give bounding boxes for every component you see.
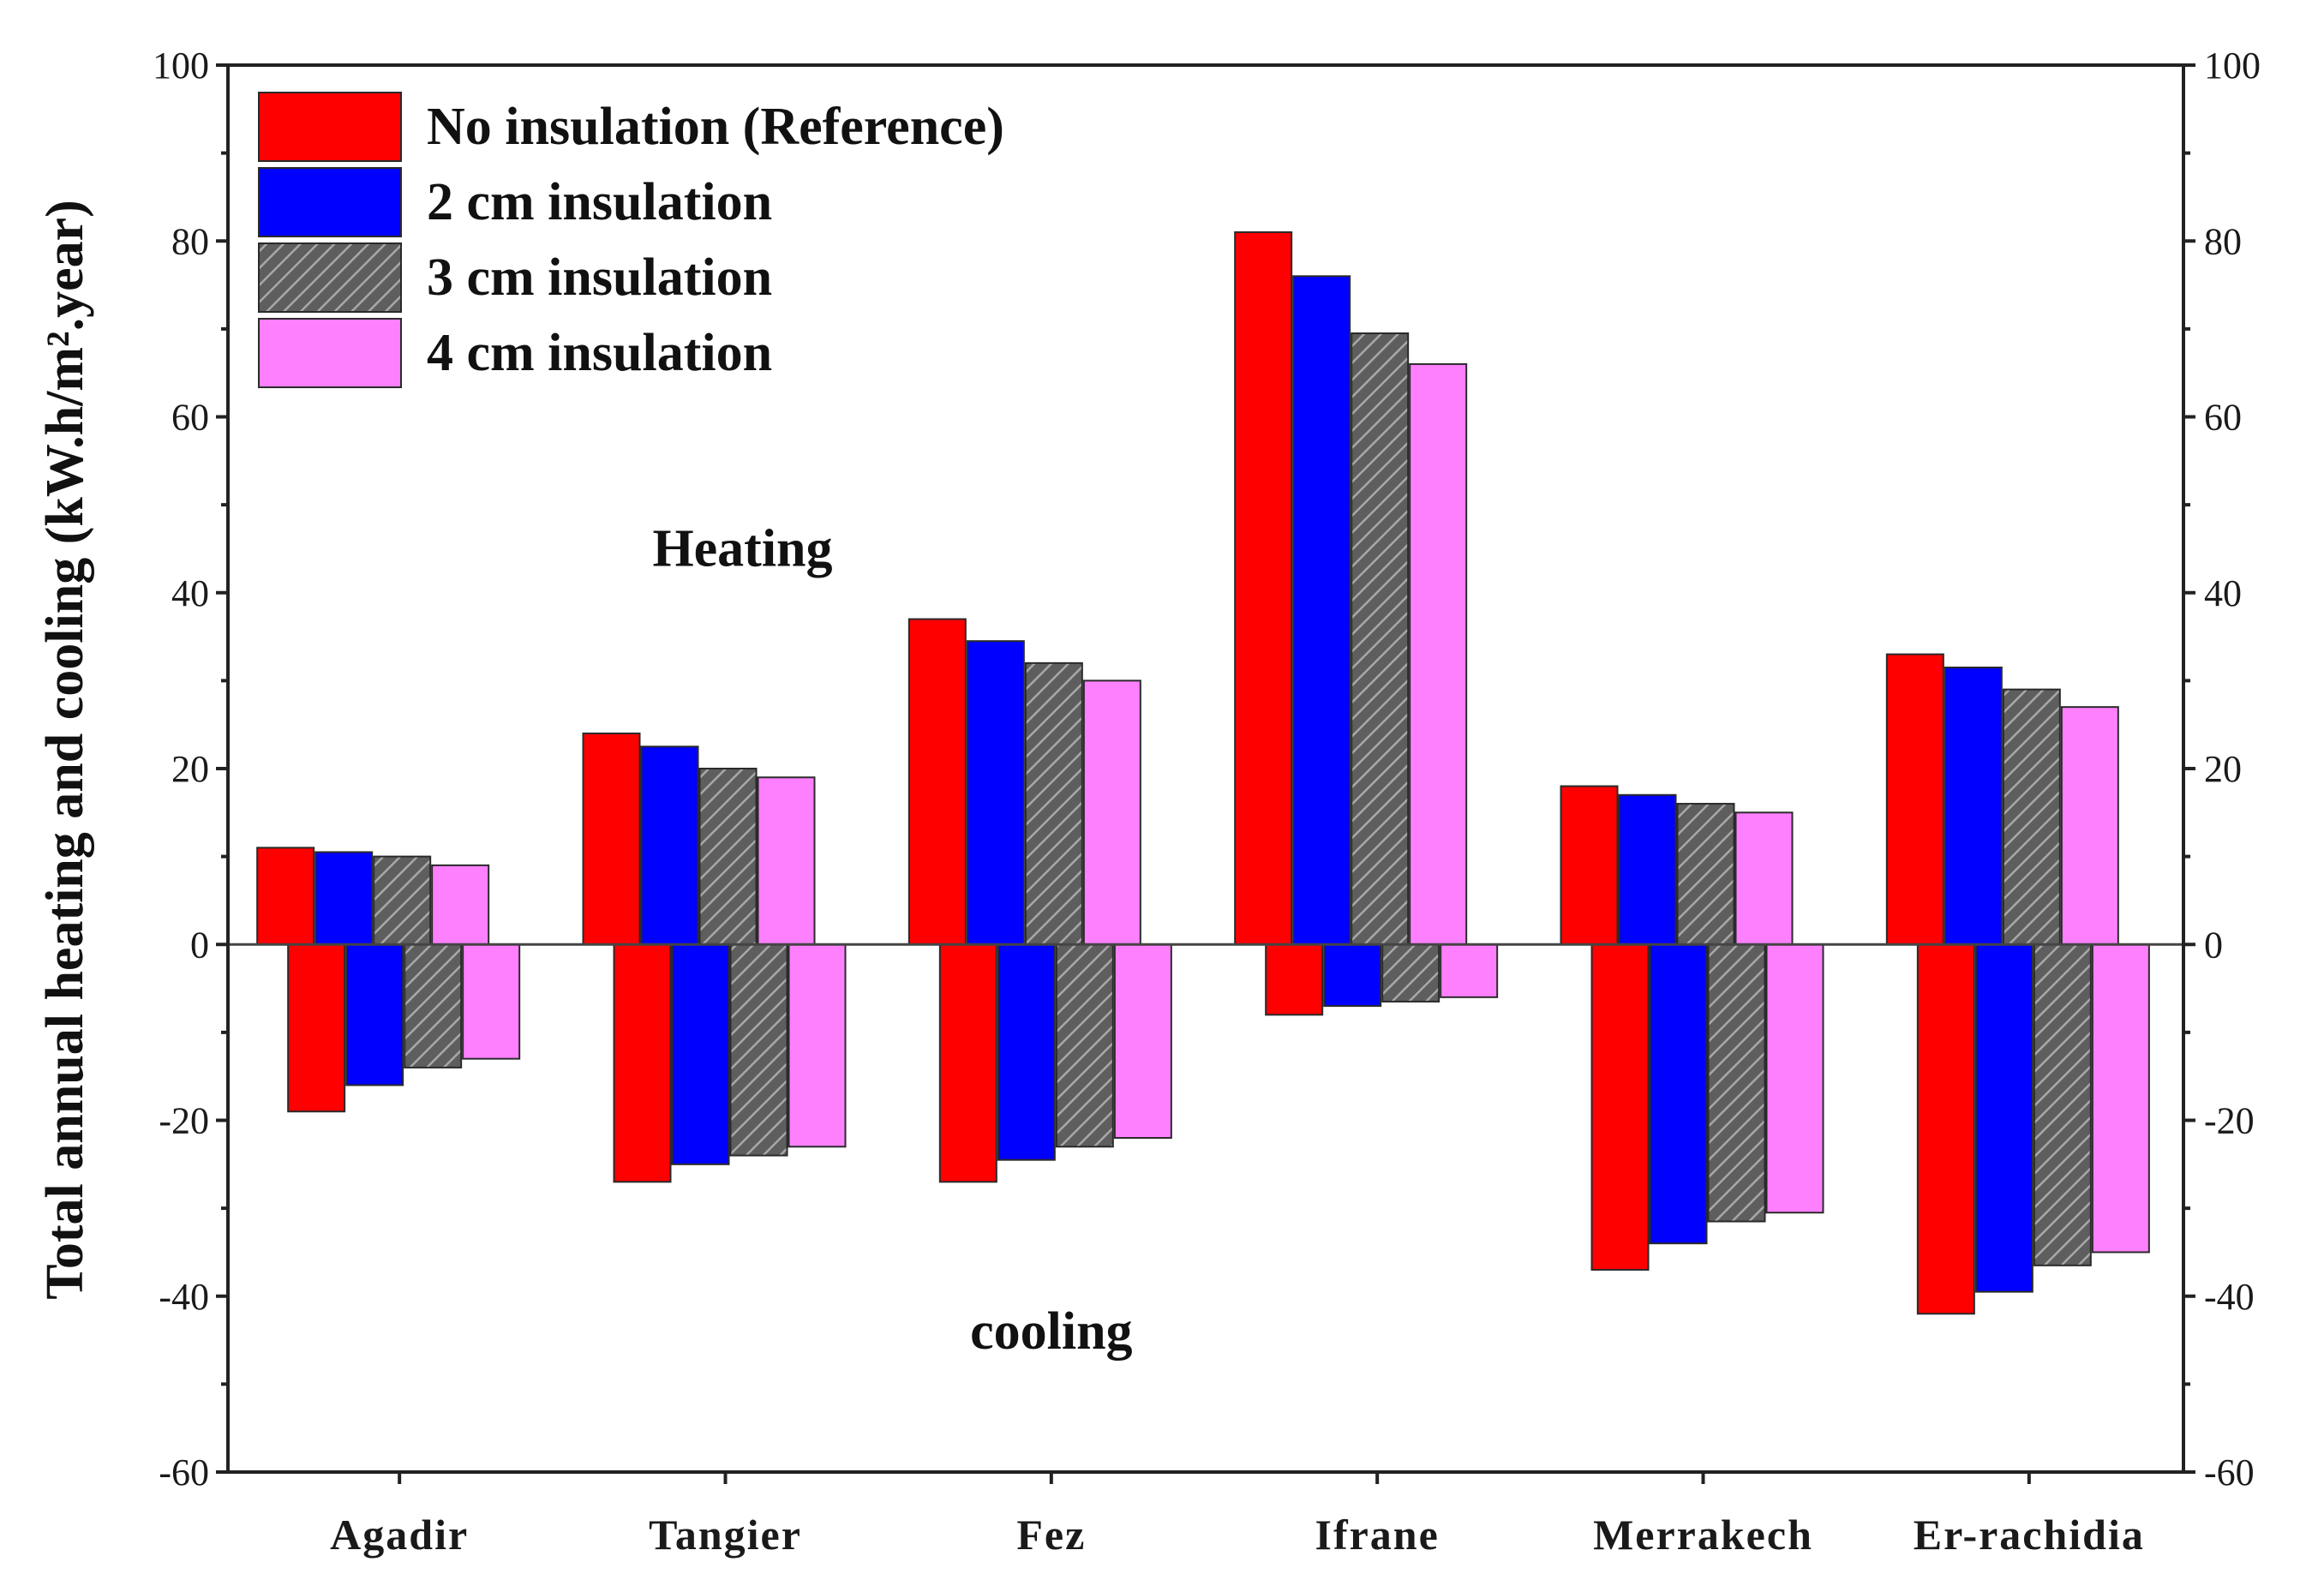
right-tick-label: 20: [2204, 748, 2242, 790]
bar-heating-tangier-s3: [757, 776, 816, 946]
bar-heating-er-rachidia-s0: [1885, 653, 1944, 946]
bar-cooling-fez-s1: [997, 943, 1056, 1161]
legend: No insulation (Reference) 2 cm insulation…: [258, 92, 1004, 388]
left-tick-label: 100: [153, 45, 209, 87]
bar-cooling-er-rachidia-s2: [2033, 943, 2092, 1266]
bar-cooling-ifrane-s1: [1323, 943, 1382, 1008]
legend-swatch-2: [258, 242, 402, 313]
bar-cooling-ifrane-s0: [1265, 943, 1324, 1016]
x-tick-label-tangier: Tangier: [649, 1511, 802, 1559]
bar-cooling-er-rachidia-s1: [1974, 943, 2034, 1293]
bar-cooling-agadir-s2: [404, 943, 463, 1068]
bar-heating-er-rachidia-s3: [2060, 706, 2119, 946]
bar-heating-fez-s1: [966, 640, 1025, 946]
right-tick-label: 60: [2204, 397, 2242, 439]
bar-heating-merrakech-s3: [1734, 811, 1794, 946]
bar-heating-fez-s2: [1024, 661, 1083, 946]
bar-heating-tangier-s2: [698, 768, 758, 946]
bar-heating-merrakech-s1: [1618, 793, 1677, 946]
x-tick-label-merrakech: Merrakech: [1593, 1511, 1813, 1559]
bar-cooling-merrakech-s1: [1649, 943, 1708, 1245]
right-tick-label: 100: [2204, 45, 2261, 87]
bar-cooling-fez-s2: [1055, 943, 1114, 1148]
left-tick-label: 20: [171, 748, 209, 790]
legend-swatch-0: [258, 92, 402, 162]
left-tick-label: -60: [159, 1451, 209, 1493]
ticks-group: -60 -60 -40 -40 -20 -20 0 0 20 20 40 40 60 60 80 80 100 1…: [153, 45, 2261, 1493]
bar-cooling-agadir-s3: [462, 943, 521, 1060]
bar-heating-merrakech-s2: [1676, 803, 1735, 946]
annotation-heating: Heating: [652, 519, 832, 578]
bar-heating-ifrane-s2: [1351, 332, 1410, 946]
bar-heating-agadir-s1: [314, 851, 374, 946]
bar-heating-ifrane-s1: [1292, 275, 1351, 946]
bar-cooling-merrakech-s3: [1765, 943, 1824, 1214]
bar-heating-tangier-s1: [640, 745, 699, 946]
bar-heating-fez-s0: [907, 618, 967, 946]
bar-cooling-tangier-s3: [788, 943, 847, 1148]
bar-heating-merrakech-s0: [1560, 785, 1619, 946]
bar-heating-ifrane-s3: [1409, 362, 1468, 946]
category-labels: Agadir Tangier Fez Ifrane Merrakech Er-rachid…: [330, 1472, 2145, 1559]
right-tick-label: -60: [2204, 1451, 2255, 1493]
right-tick-label: 40: [2204, 572, 2242, 614]
left-tick-label: 80: [171, 220, 209, 262]
right-tick-label: 0: [2204, 924, 2223, 966]
legend-label-1: 2 cm insulation: [427, 173, 772, 231]
right-tick-label: -20: [2204, 1100, 2255, 1142]
bar-cooling-fez-s3: [1113, 943, 1172, 1140]
left-tick-label: -40: [159, 1276, 209, 1318]
legend-label-0: No insulation (Reference): [427, 98, 1004, 156]
legend-swatch-3: [258, 318, 402, 388]
bar-heating-ifrane-s0: [1234, 230, 1293, 946]
bar-cooling-tangier-s1: [671, 943, 730, 1165]
bar-heating-er-rachidia-s2: [2002, 688, 2061, 946]
bar-cooling-ifrane-s3: [1440, 943, 1499, 998]
bar-heating-agadir-s2: [373, 855, 432, 946]
x-tick-label-ifrane: Ifrane: [1315, 1511, 1440, 1559]
x-tick-label-agadir: Agadir: [330, 1511, 469, 1559]
legend-label-3: 4 cm insulation: [427, 324, 772, 382]
left-tick-label: 60: [171, 397, 209, 439]
bar-cooling-ifrane-s2: [1381, 943, 1441, 1002]
left-tick-label: -20: [159, 1100, 209, 1142]
bar-cooling-merrakech-s2: [1707, 943, 1766, 1223]
annotation-cooling: cooling: [970, 1302, 1132, 1361]
left-tick-label: 40: [171, 572, 209, 614]
bar-cooling-tangier-s0: [613, 943, 672, 1183]
bars-group: [256, 230, 2150, 1315]
bar-cooling-agadir-s0: [287, 943, 346, 1113]
x-tick-label-fez: Fez: [1016, 1511, 1086, 1559]
y-axis-label: Total annual heating and cooling (kW.h/m…: [36, 200, 94, 1300]
bar-heating-agadir-s3: [431, 864, 490, 946]
left-tick-label: 0: [190, 924, 209, 966]
bar-heating-er-rachidia-s1: [1944, 666, 2003, 946]
bar-cooling-fez-s0: [938, 943, 997, 1183]
x-tick-label-er-rachidia: Er-rachidia: [1914, 1511, 2145, 1559]
bar-heating-fez-s3: [1082, 679, 1141, 946]
legend-label-2: 3 cm insulation: [427, 248, 772, 307]
bar-heating-tangier-s0: [582, 732, 641, 946]
bar-cooling-agadir-s1: [345, 943, 404, 1086]
bar-cooling-er-rachidia-s3: [2091, 943, 2150, 1254]
legend-swatch-1: [258, 167, 402, 237]
bar-cooling-merrakech-s0: [1590, 943, 1650, 1271]
right-tick-label: -40: [2204, 1276, 2255, 1318]
bar-cooling-er-rachidia-s0: [1916, 943, 1975, 1315]
right-tick-label: 80: [2204, 220, 2242, 262]
bar-heating-agadir-s0: [256, 847, 315, 946]
bar-cooling-tangier-s2: [729, 943, 788, 1157]
